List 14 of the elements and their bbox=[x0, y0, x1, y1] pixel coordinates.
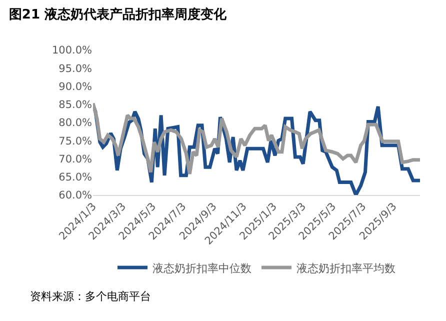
y-tick-label: 70.0% bbox=[58, 153, 92, 166]
text: 资料来源：多个电商平台 bbox=[30, 290, 151, 303]
legend-label: 液态奶折扣率平均数 bbox=[296, 262, 396, 275]
y-tick-label: 65.0% bbox=[58, 172, 92, 184]
y-tick-label: 100.0% bbox=[52, 44, 92, 57]
y-tick-label: 80.0% bbox=[58, 117, 92, 130]
line-series bbox=[93, 102, 420, 176]
y-tick-label: 75.0% bbox=[58, 135, 92, 148]
y-tick-label: 95.0% bbox=[58, 62, 92, 75]
legend-label: 液态奶折扣率中位数 bbox=[152, 262, 252, 275]
y-tick-label: 85.0% bbox=[58, 99, 92, 112]
chart-title: 图21 液态奶代表产品折扣率周度变化 bbox=[8, 6, 228, 23]
y-tick-label: 60.0% bbox=[58, 190, 92, 202]
y-tick-label: 90.0% bbox=[58, 80, 92, 93]
